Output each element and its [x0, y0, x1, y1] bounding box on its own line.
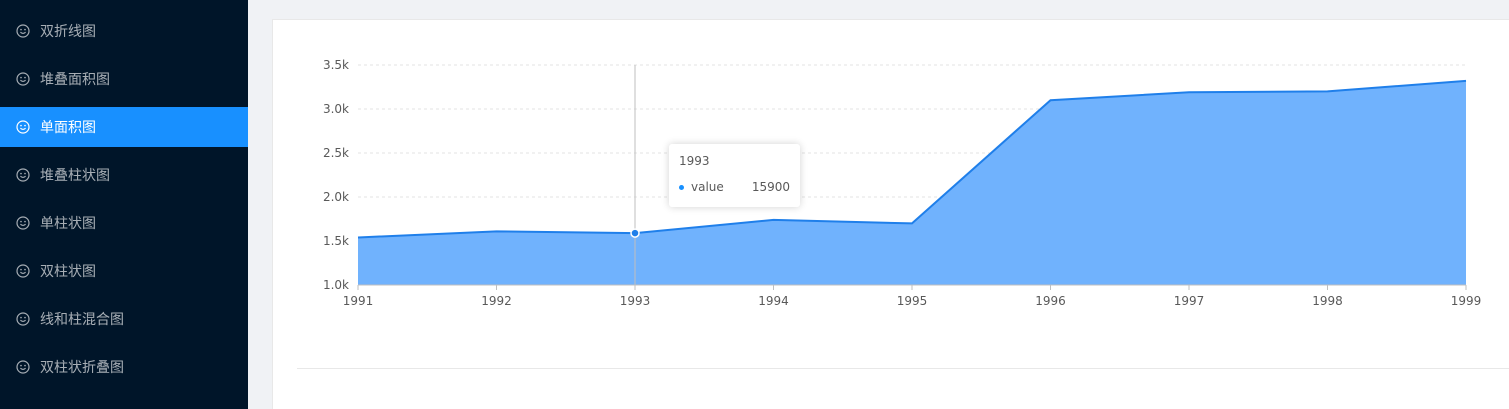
y-tick-label: 3.5k — [323, 58, 349, 72]
sidebar-item-2[interactable]: 堆叠面积图 — [0, 59, 248, 99]
area-line — [357, 79, 1467, 239]
hovered-point[interactable] — [630, 228, 640, 238]
sidebar-item-label: 堆叠柱状图 — [40, 168, 110, 184]
sidebar-item-label: 双柱状折叠图 — [40, 360, 124, 376]
tooltip-title: 1993 — [679, 154, 710, 168]
sidebar-menu: 双折线图堆叠面积图单面积图堆叠柱状图单柱状图双柱状图线和柱混合图 双柱状折叠图 — [0, 11, 248, 395]
area-fill — [358, 80, 1466, 285]
x-tick-label: 1996 — [1035, 294, 1066, 308]
sidebar-item-6[interactable]: 双柱状图 — [0, 251, 248, 291]
smile-icon — [16, 360, 30, 374]
smile-icon — [16, 168, 30, 182]
sidebar-item-8[interactable]: 双柱状折叠图 — [0, 347, 248, 387]
y-tick-label: 2.0k — [323, 190, 349, 204]
chart-tooltip: 1993 value 15900 — [669, 144, 800, 207]
sidebar-item-label: 线和柱混合图 — [40, 312, 124, 328]
sidebar-item-label: 堆叠面积图 — [40, 72, 110, 88]
sidebar-item-label: 双折线图 — [40, 24, 96, 40]
sidebar-item-5[interactable]: 单柱状图 — [0, 203, 248, 243]
sidebar-item-label: 单面积图 — [40, 120, 96, 136]
x-tick-label: 1992 — [481, 294, 512, 308]
x-tick-label: 1993 — [620, 294, 651, 308]
smile-icon — [16, 72, 30, 86]
chart-card: 1.0k 1.5k 2.0k 2.5k 3.0k 3.5k 1991 1992 1993 1994… — [272, 19, 1509, 409]
sidebar: 双折线图堆叠面积图单面积图堆叠柱状图单柱状图双柱状图线和柱混合图 双柱状折叠图 — [0, 0, 248, 409]
tooltip-series-marker — [679, 184, 684, 190]
sidebar-item-3[interactable]: 单面积图 — [0, 107, 248, 147]
smile-icon — [16, 264, 30, 278]
x-tick-label: 1999 — [1451, 294, 1482, 308]
smile-icon — [16, 24, 30, 38]
sidebar-item-label: 双柱状图 — [40, 264, 96, 280]
area-chart[interactable]: 1.0k 1.5k 2.0k 2.5k 3.0k 3.5k 1991 1992 1993 1994… — [273, 20, 1509, 360]
x-tick-label: 1991 — [343, 294, 374, 308]
x-tick-label: 1997 — [1174, 294, 1205, 308]
y-tick-label: 1.5k — [323, 234, 349, 248]
tooltip-value: 15900 — [751, 180, 790, 194]
sidebar-item-1[interactable]: 双折线图 — [0, 11, 248, 51]
y-tick-label: 3.0k — [323, 102, 349, 116]
y-tick-label: 1.0k — [323, 278, 349, 292]
card-divider — [297, 368, 1509, 369]
x-tick-label: 1995 — [897, 294, 928, 308]
x-tick-label: 1994 — [758, 294, 789, 308]
tooltip-row: value 15900 — [679, 180, 790, 194]
sidebar-item-4[interactable]: 堆叠柱状图 — [0, 155, 248, 195]
sidebar-item-label: 单柱状图 — [40, 216, 96, 232]
sidebar-item-7[interactable]: 线和柱混合图 — [0, 299, 248, 339]
y-tick-label: 2.5k — [323, 146, 349, 160]
smile-icon — [16, 216, 30, 230]
smile-icon — [16, 312, 30, 326]
tooltip-series-name: value — [691, 180, 724, 194]
smile-icon — [16, 120, 30, 134]
x-tick-label: 1998 — [1312, 294, 1343, 308]
